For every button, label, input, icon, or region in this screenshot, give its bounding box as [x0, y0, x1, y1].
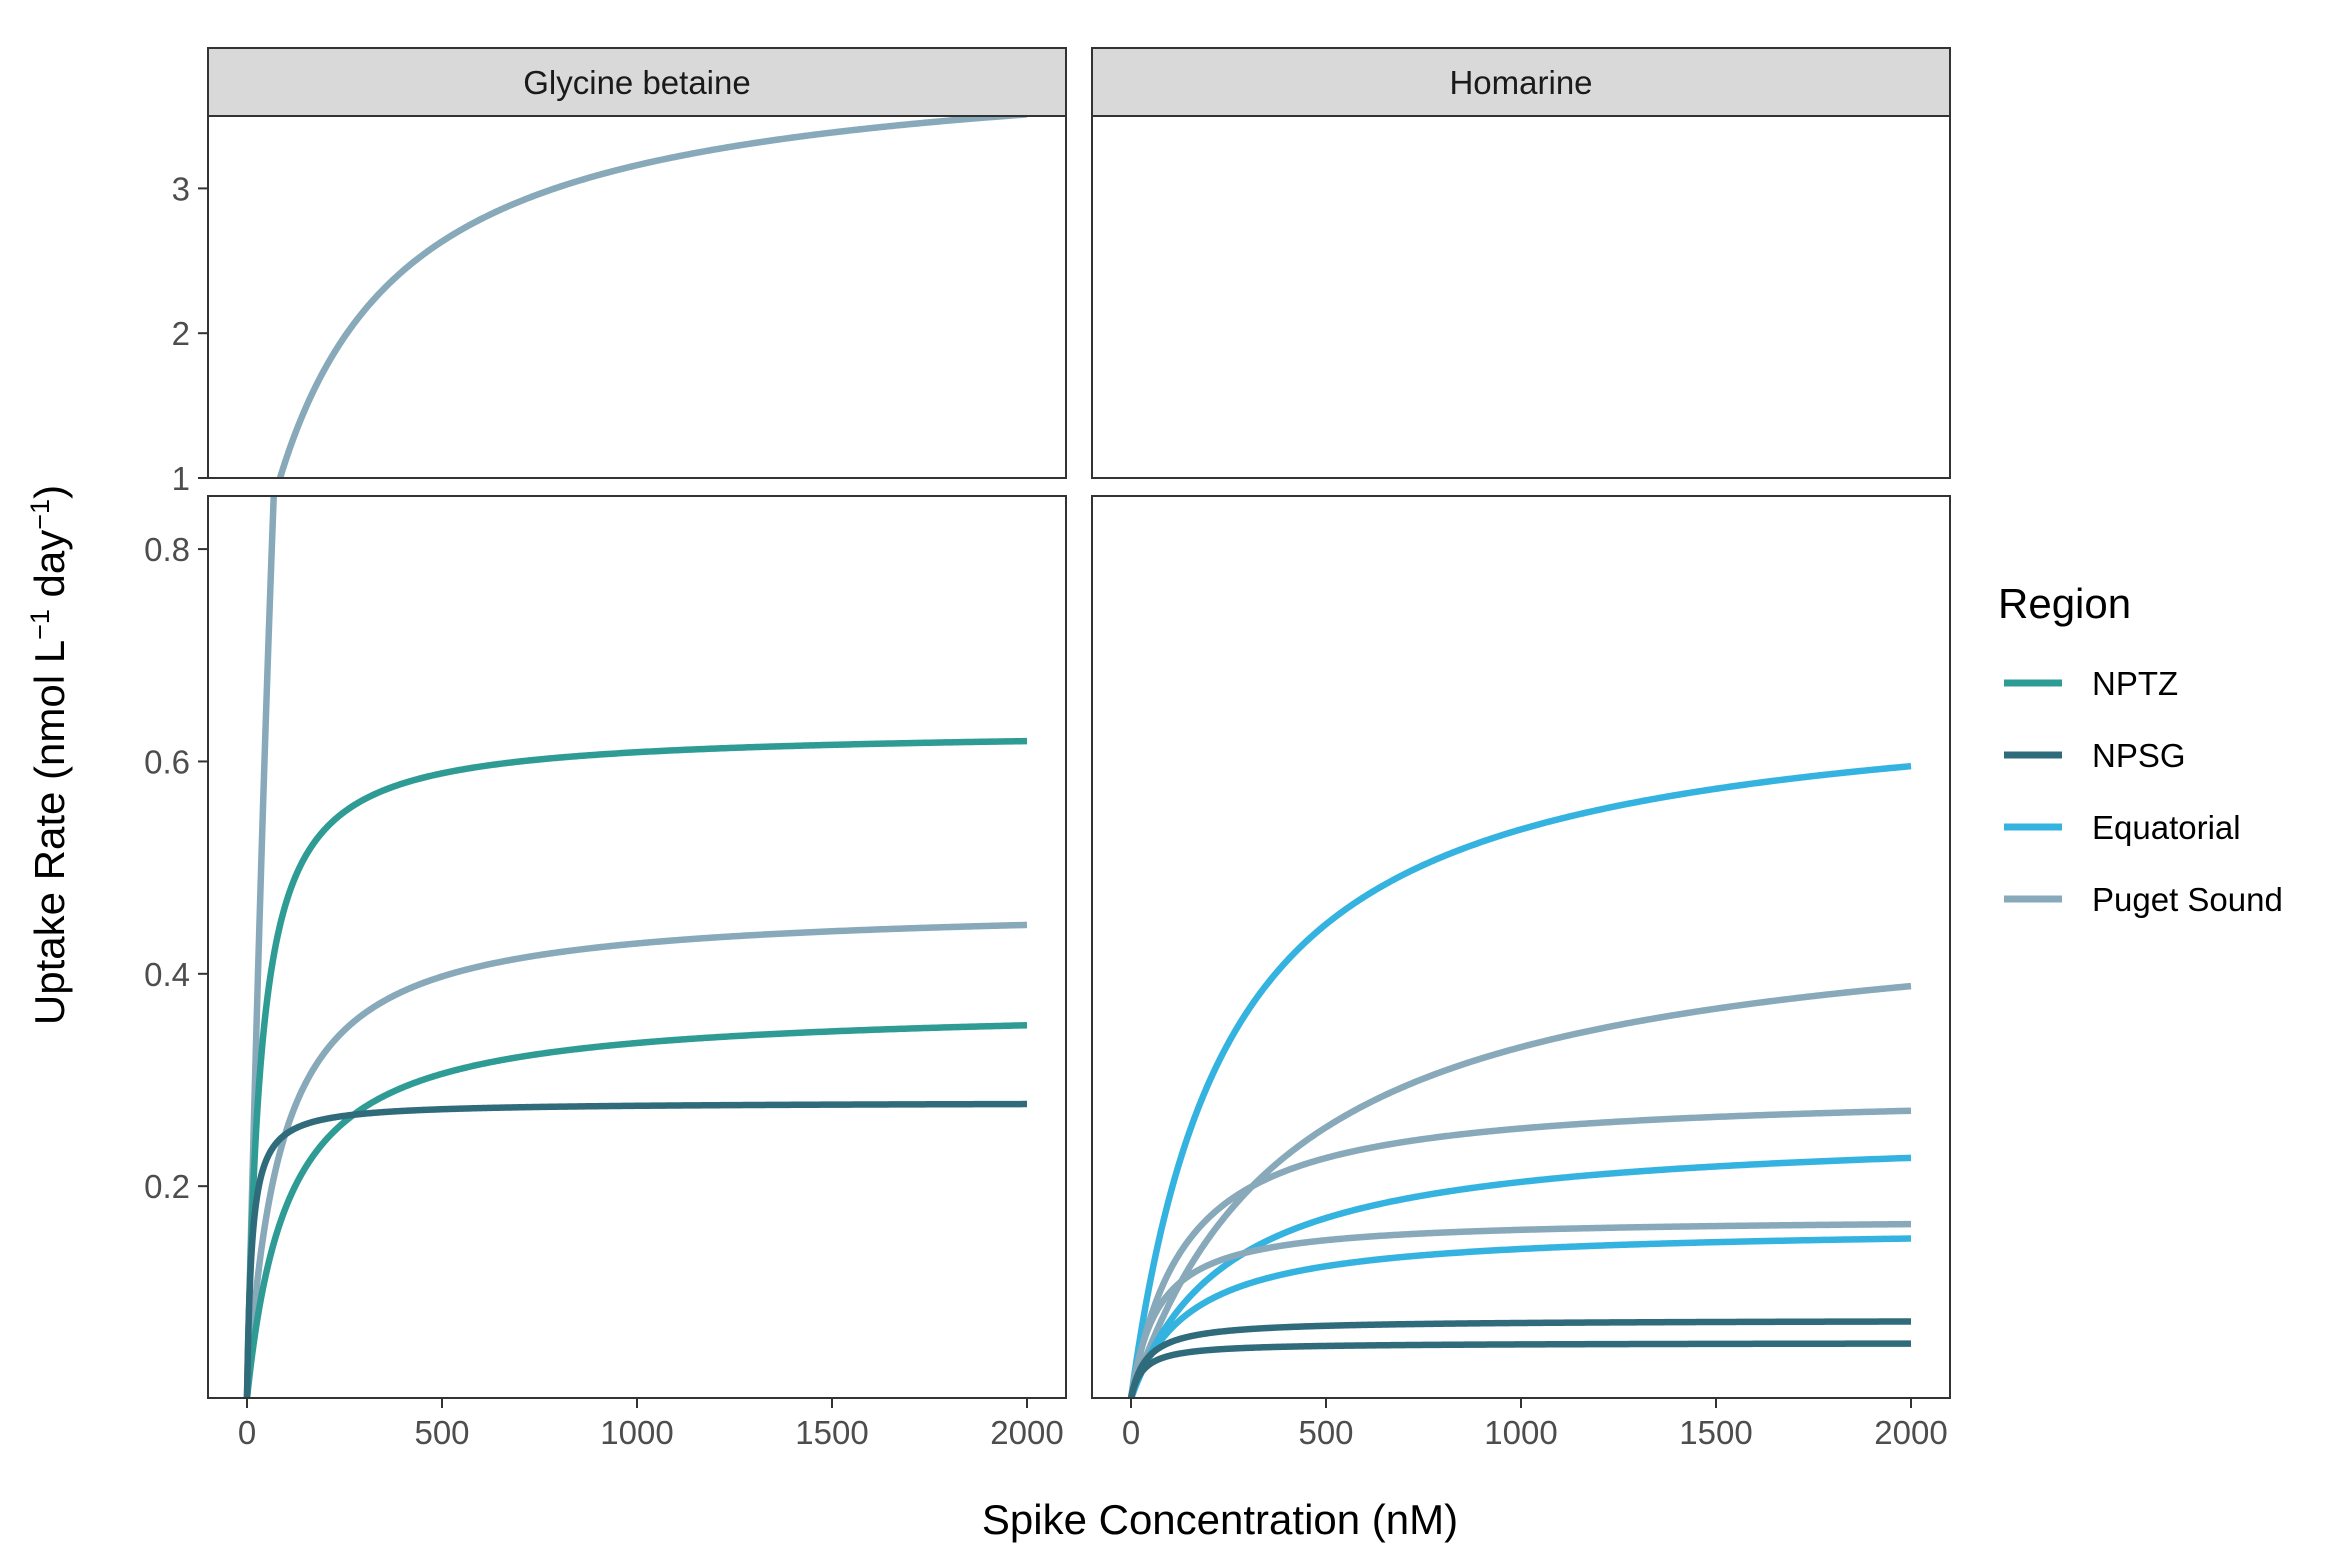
- x-tick-label-2-0: 0: [1122, 1414, 1140, 1451]
- series-line-13-lower: [1127, 1340, 1912, 1398]
- y-upper-tick-label-2: 2: [172, 315, 190, 352]
- x-tick-label-2-2000: 2000: [1874, 1414, 1947, 1451]
- series-line-6-lower: [1127, 762, 1912, 1398]
- legend-label-3: Equatorial: [2092, 809, 2241, 846]
- y-axis-title-sup1: −1: [25, 609, 55, 640]
- legend-label-2: NPSG: [2092, 737, 2186, 774]
- y-axis-title-sup2: −1: [25, 499, 55, 530]
- panel-bg-1-upper: [208, 116, 1066, 478]
- facet-panels: [208, 116, 1950, 1398]
- x-tick-label-1-2000: 2000: [990, 1414, 1063, 1451]
- x-tick-label-1-0: 0: [238, 1414, 256, 1451]
- facet-strips: Glycine betaine Homarine: [207, 47, 1951, 117]
- x-tick-label-1-500: 500: [414, 1414, 469, 1451]
- series-line-3-lower: [243, 921, 1028, 1398]
- y-axis-title-mid: day: [26, 530, 73, 609]
- series-line-12-lower: [1127, 1318, 1912, 1398]
- series-line-7-lower: [1127, 982, 1912, 1398]
- series-lines: [243, 116, 1912, 1398]
- series-line-5-lower: [243, 1100, 1028, 1398]
- axes: 0 500 1000 1500 2000 0 500 1000 1500 2000 1 2 3 0.2 0.…: [144, 170, 1948, 1451]
- x-tick-label-2-1500: 1500: [1679, 1414, 1752, 1451]
- x-tick-label-2-500: 500: [1298, 1414, 1353, 1451]
- y-lower-tick-label-0.8: 0.8: [144, 531, 190, 568]
- x-tick-label-1-1500: 1500: [795, 1414, 868, 1451]
- facet-label-1: Glycine betaine: [523, 64, 750, 101]
- panel-bg-1-lower: [208, 496, 1066, 1398]
- panel-bg-2-upper: [1092, 116, 1950, 478]
- x-tick-label-2-1000: 1000: [1484, 1414, 1557, 1451]
- y-axis-title: Uptake Rate (nmol L−1 day−1): [25, 485, 73, 1025]
- x-axis-title: Spike Concentration (nM): [982, 1496, 1458, 1543]
- y-upper-tick-label-1: 1: [172, 460, 190, 497]
- x-tick-label-1-1000: 1000: [600, 1414, 673, 1451]
- series-line-1-lower: [243, 496, 277, 1398]
- legend: Region NPTZ NPSG Equatorial Puget Sound: [1998, 580, 2283, 918]
- facet-strip-2: [1091, 47, 1951, 117]
- y-lower-tick-label-0.4: 0.4: [144, 956, 190, 993]
- series-line-8-lower: [1127, 1107, 1912, 1398]
- series-line-4-lower: [243, 1022, 1028, 1398]
- y-upper-tick-label-3: 3: [172, 170, 190, 207]
- series-line-2-lower: [243, 737, 1028, 1398]
- facet-label-2: Homarine: [1449, 64, 1592, 101]
- facet-strip-1: [207, 47, 1067, 117]
- y-lower-tick-label-0.6: 0.6: [144, 743, 190, 780]
- legend-label-4: Puget Sound: [2092, 881, 2283, 918]
- legend-label-1: NPTZ: [2092, 665, 2178, 702]
- y-lower-tick-label-0.2: 0.2: [144, 1168, 190, 1205]
- series-line-1-upper: [276, 116, 1028, 478]
- legend-title: Region: [1998, 580, 2131, 627]
- series-line-10-lower: [1127, 1220, 1912, 1398]
- y-axis-title-end: ): [26, 485, 73, 499]
- y-axis-title-main: Uptake Rate (nmol L: [26, 640, 73, 1025]
